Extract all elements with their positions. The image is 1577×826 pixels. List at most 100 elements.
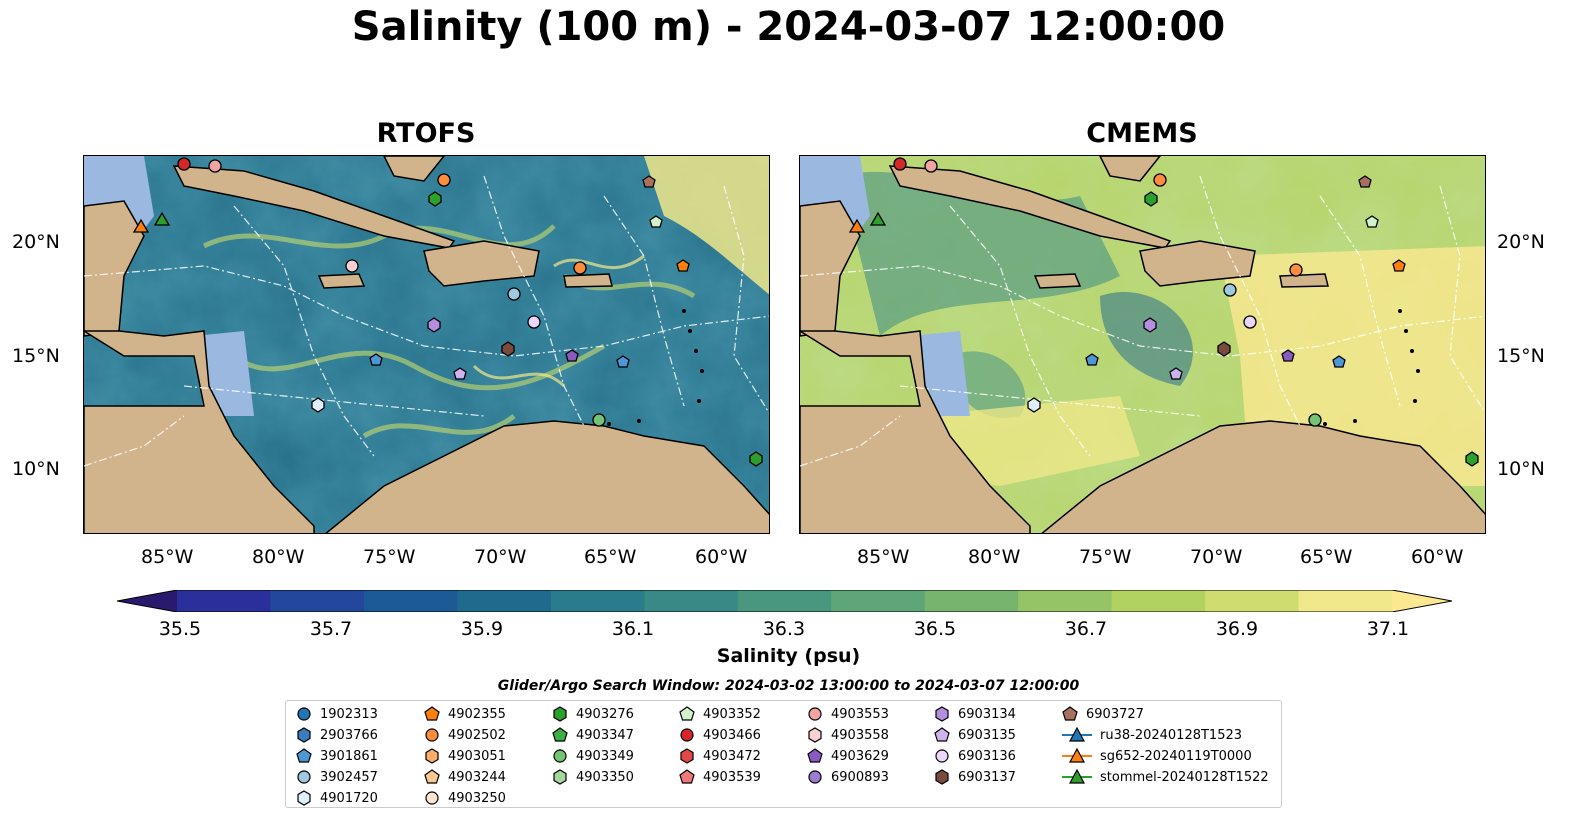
hexagon-marker-icon xyxy=(425,748,439,764)
legend-item: 1902313 xyxy=(296,704,378,724)
legend-label: 4903276 xyxy=(576,706,634,722)
colorbar-tick-1: 35.7 xyxy=(309,618,353,640)
lat-label-15n-right: 15°N xyxy=(1497,345,1545,367)
legend-label: 4902355 xyxy=(448,706,506,722)
lon-label-80w-cmems: 80°W xyxy=(968,546,1021,568)
legend-label: 2903766 xyxy=(320,727,378,743)
pentagon-marker-icon xyxy=(1062,706,1078,721)
colorbar-tick-8: 37.1 xyxy=(1366,618,1410,640)
colorbar-extend-max xyxy=(1392,590,1452,612)
legend-label: 3902457 xyxy=(320,769,378,785)
legend-label: 3901861 xyxy=(320,748,378,764)
lon-label-65w-cmems: 65°W xyxy=(1300,546,1353,568)
circle-marker-icon xyxy=(808,707,822,721)
panel-title-cmems: CMEMS xyxy=(1086,118,1198,149)
lon-label-60w-cmems: 60°W xyxy=(1411,546,1464,568)
legend-item: 4903276 xyxy=(552,704,634,724)
legend-label: 6903137 xyxy=(958,769,1016,785)
legend-item: 4903250 xyxy=(424,788,506,808)
cmems-map xyxy=(799,155,1486,534)
colorbar-segment xyxy=(457,590,552,612)
colorbar-segment xyxy=(924,590,1019,612)
lon-label-85w-rtofs: 85°W xyxy=(141,546,194,568)
legend-item: 4901720 xyxy=(296,788,378,808)
lon-label-65w-rtofs: 65°W xyxy=(584,546,637,568)
legend-item: 6903136 xyxy=(934,746,1016,766)
legend-label: 4903250 xyxy=(448,790,506,806)
legend-label: 6900893 xyxy=(831,769,889,785)
legend-label: 4903352 xyxy=(703,706,761,722)
hexagon-marker-icon xyxy=(553,769,567,785)
lat-label-20n-left: 20°N xyxy=(12,231,60,253)
circle-marker-icon xyxy=(425,791,439,805)
circle-marker-icon xyxy=(425,728,439,742)
legend-label: 6903727 xyxy=(1086,706,1144,722)
circle-marker-icon xyxy=(297,770,311,784)
legend-label: sg652-20240119T0000 xyxy=(1100,748,1252,764)
legend-item: 4903244 xyxy=(424,767,506,787)
legend-item: stommel-20240128T1522 xyxy=(1062,767,1269,787)
legend-label: 4903350 xyxy=(576,769,634,785)
legend-item: 4903051 xyxy=(424,746,506,766)
hexagon-marker-icon xyxy=(297,790,311,806)
circle-marker-icon xyxy=(553,749,567,763)
hexagon-marker-icon xyxy=(935,769,949,785)
circle-marker-icon xyxy=(680,728,694,742)
legend-item: 3901861 xyxy=(296,746,378,766)
legend-label: 6903135 xyxy=(958,727,1016,743)
lon-label-85w-cmems: 85°W xyxy=(857,546,910,568)
lon-label-80w-rtofs: 80°W xyxy=(252,546,305,568)
legend-item: 4903347 xyxy=(552,725,634,745)
circle-marker-icon xyxy=(808,770,822,784)
legend-item: 6903727 xyxy=(1062,704,1144,724)
colorbar-segment xyxy=(737,590,832,612)
legend-label: 4903553 xyxy=(831,706,889,722)
legend-item: 4903553 xyxy=(807,704,889,724)
colorbar-segment xyxy=(644,590,739,612)
colorbar xyxy=(116,589,1453,613)
pentagon-marker-icon xyxy=(679,706,695,721)
legend-item: 6900893 xyxy=(807,767,889,787)
colorbar-tick-0: 35.5 xyxy=(158,618,202,640)
lat-label-10n-right: 10°N xyxy=(1497,458,1545,480)
colorbar-segment xyxy=(363,590,458,612)
legend-item: 4903629 xyxy=(807,746,889,766)
legend-label: 4901720 xyxy=(320,790,378,806)
legend-item: 4903350 xyxy=(552,767,634,787)
legend-label: stommel-20240128T1522 xyxy=(1100,769,1269,785)
lat-label-10n-left: 10°N xyxy=(12,458,60,480)
hexagon-marker-icon xyxy=(935,706,949,722)
legend-item: 4903558 xyxy=(807,725,889,745)
legend-label: 4903244 xyxy=(448,769,506,785)
legend-item: 4903539 xyxy=(679,767,761,787)
legend-label: 4903558 xyxy=(831,727,889,743)
legend-item: 4902502 xyxy=(424,725,506,745)
colorbar-tick-6: 36.7 xyxy=(1064,618,1108,640)
colorbar-label: Salinity (psu) xyxy=(716,645,861,667)
lon-label-75w-cmems: 75°W xyxy=(1079,546,1132,568)
legend-label: 4903472 xyxy=(703,748,761,764)
lon-label-75w-rtofs: 75°W xyxy=(363,546,416,568)
pentagon-marker-icon xyxy=(679,769,695,784)
colorbar-tick-7: 36.9 xyxy=(1215,618,1259,640)
colorbar-segment xyxy=(831,590,926,612)
colorbar-segment xyxy=(177,590,271,612)
colorbar-segment xyxy=(270,590,365,612)
legend-item: sg652-20240119T0000 xyxy=(1062,746,1252,766)
figure-title: Salinity (100 m) - 2024-03-07 12:00:00 xyxy=(351,4,1226,50)
legend-item: 3902457 xyxy=(296,767,378,787)
pentagon-marker-icon xyxy=(296,748,312,763)
legend-label: 4903347 xyxy=(576,727,634,743)
legend-label: 6903136 xyxy=(958,748,1016,764)
colorbar-segment xyxy=(550,590,645,612)
legend-item: 6903137 xyxy=(934,767,1016,787)
legend-label: 4903349 xyxy=(576,748,634,764)
pentagon-marker-icon xyxy=(424,769,440,784)
circle-marker-icon xyxy=(935,749,949,763)
colorbar-tick-3: 36.1 xyxy=(611,618,655,640)
hexagon-marker-icon xyxy=(680,748,694,764)
colorbar-segment xyxy=(1298,590,1393,612)
legend-item: 2903766 xyxy=(296,725,378,745)
legend-label: ru38-20240128T1523 xyxy=(1100,727,1243,743)
colorbar-tick-4: 36.3 xyxy=(762,618,806,640)
